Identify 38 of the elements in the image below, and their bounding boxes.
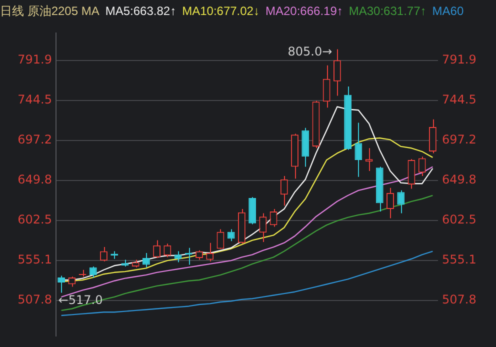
- candlestick: [216, 228, 224, 250]
- candlestick: [428, 118, 436, 154]
- y2-tick-label: 555.1: [442, 252, 476, 267]
- candlestick: [333, 48, 341, 96]
- y2-tick-label: 697.2: [442, 132, 476, 147]
- candlestick: [322, 64, 330, 108]
- y-tick-label: 744.5: [18, 92, 52, 107]
- y2-tick-label: 602.5: [442, 212, 476, 227]
- candlestick: [174, 250, 182, 263]
- y-tick-label: 697.2: [18, 132, 52, 147]
- candlestick: [418, 156, 426, 177]
- candlestick: [386, 187, 394, 219]
- candlestick: [58, 275, 66, 294]
- candlestick: [408, 158, 416, 190]
- candlestick: [227, 228, 235, 242]
- y-tick-label: 602.5: [18, 212, 52, 227]
- candlestick: [270, 208, 278, 228]
- text: MA10:677.02↓: [182, 4, 260, 18]
- candlestick: [397, 190, 405, 214]
- text: MA5:663.82↑: [105, 4, 176, 18]
- candlestick: [248, 196, 256, 225]
- y-tick-label: 507.8: [18, 292, 52, 307]
- y2-tick-label: 791.9: [442, 52, 476, 66]
- annotation: 805.0→: [288, 44, 332, 58]
- y-tick-label: 649.8: [18, 172, 52, 187]
- y-tick-label: 555.1: [18, 252, 52, 267]
- y2-tick-label: 744.5: [442, 92, 476, 107]
- text: MA20:666.19↑: [265, 4, 343, 18]
- text: MA30:631.77↑: [348, 4, 426, 18]
- text: MA60: [432, 4, 464, 18]
- annotation: ←517.0: [58, 292, 103, 307]
- candlestick: [259, 212, 267, 242]
- y2-tick-label: 649.8: [442, 172, 476, 187]
- candlestick: [280, 176, 288, 206]
- y-tick-label: 791.9: [18, 52, 52, 66]
- candlestick: [354, 122, 362, 178]
- y2-tick-label: 507.8: [442, 292, 476, 307]
- chart-title: 日线 原油2205 MA: [0, 4, 100, 18]
